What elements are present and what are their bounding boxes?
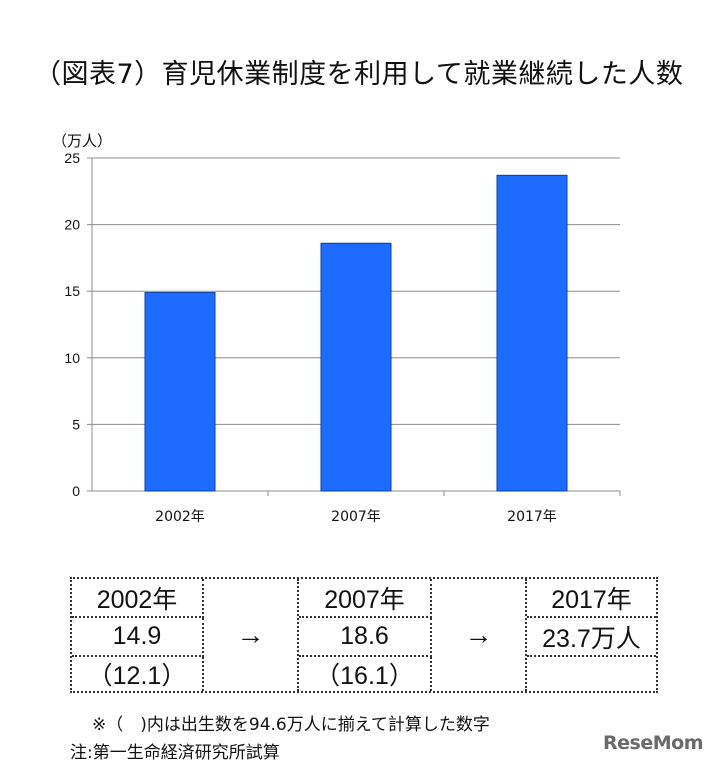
y-tick-label: 20 [64,217,80,233]
table-adjusted-2002: （12.1） [72,657,204,691]
bars [144,174,568,492]
table-adjusted-2007: （16.1） [299,657,432,691]
bar [496,174,568,492]
table-year-2007: 2007年 [299,579,432,618]
x-tick-label: 2002年 [155,509,205,525]
y-tick-label: 25 [64,150,80,166]
chart-title: （図表7）育児休業制度を利用して就業継続した人数 [34,59,684,90]
y-tick-label: 5 [72,416,80,432]
bar [144,292,216,492]
table-value-2002: 14.9 [72,618,204,657]
x-tick-label: 2007年 [331,509,381,525]
footnote-source: 注:第一生命経済研究所試算 [70,743,280,763]
y-tick-labels: 0 5 10 15 20 25 [64,150,80,499]
arrow-right-icon: → [432,579,527,691]
bar-chart: （万人） 0 5 10 15 20 25 2002年 2007年 2017年 [52,133,621,525]
y-tick-label: 15 [64,283,80,299]
bar [320,242,392,492]
table-value-2007: 18.6 [299,618,432,657]
arrow-right-icon: → [204,579,299,691]
y-tick-label: 10 [64,350,80,366]
table-adjusted-2017 [527,657,656,691]
x-tick-labels: 2002年 2007年 2017年 [155,491,621,525]
footnote-adjusted: ※（ )内は出生数を94.6万人に揃えて計算した数字 [92,715,490,735]
summary-table: 2002年 14.9 （12.1） → 2007年 18.6 （16.1） → … [70,577,658,693]
table-year-2002: 2002年 [72,579,204,618]
x-tick-label: 2017年 [507,509,557,525]
table-year-2017: 2017年 [527,579,656,618]
y-axis-unit-label: （万人） [52,133,112,150]
y-tick-label: 0 [72,483,80,499]
table-value-2017: 23.7万人 [527,618,656,657]
resemom-logo: ReseMom [603,732,703,754]
